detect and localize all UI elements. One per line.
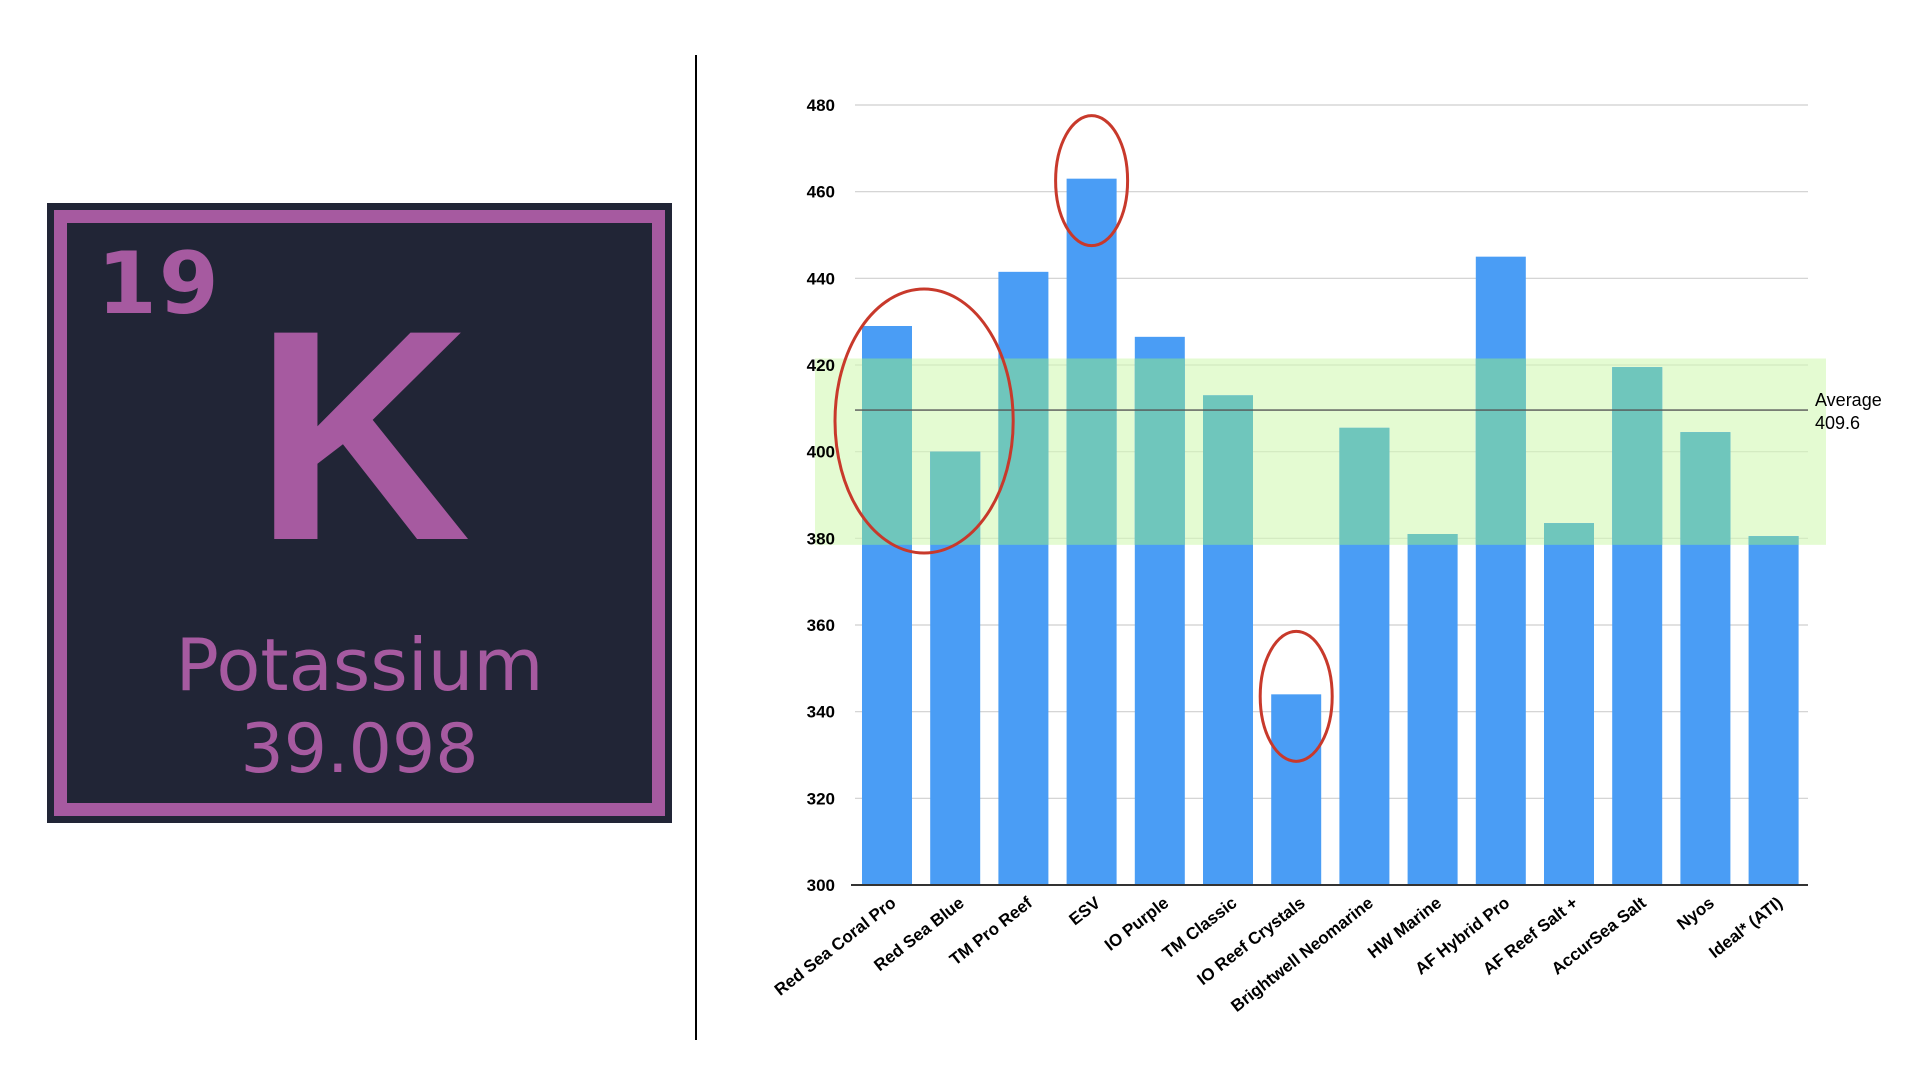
bar: [930, 451, 981, 885]
bar-body: [1407, 534, 1458, 885]
element-tile-border: [54, 210, 665, 816]
bar-in-band-segment: [1748, 536, 1799, 545]
bar: [1680, 432, 1731, 885]
y-tick-label: 400: [807, 443, 835, 462]
bar: [1203, 395, 1253, 885]
bar: [1544, 523, 1594, 885]
y-tick-label: 420: [807, 356, 835, 375]
bar: [1612, 367, 1663, 886]
x-category-label: ESV: [1066, 893, 1105, 929]
bar-in-band-segment: [930, 451, 981, 545]
bar-in-band-segment: [998, 358, 1049, 545]
bar-in-band-segment: [1066, 358, 1117, 545]
y-tick-label: 360: [807, 616, 835, 635]
average-value-label: 409.6: [1815, 413, 1860, 433]
x-category-label: Nyos: [1673, 893, 1717, 934]
bar-in-band-segment: [1544, 523, 1594, 545]
annotations: [833, 114, 1334, 763]
element-name: Potassium: [175, 623, 544, 707]
bar: [1271, 694, 1322, 885]
bar-in-band-segment: [862, 358, 912, 545]
bar-in-band-segment: [1134, 358, 1185, 545]
bar: [1475, 256, 1526, 886]
bar: [1066, 178, 1117, 885]
y-tick-label: 460: [807, 183, 835, 202]
element-symbol: K: [254, 267, 471, 603]
x-category-label: Red Sea Coral Pro: [771, 893, 900, 999]
highlight-circle: [833, 287, 1015, 555]
bar: [1134, 336, 1185, 885]
vertical-divider: [695, 55, 697, 1040]
average-label: Average: [1815, 390, 1882, 410]
y-tick-label: 320: [807, 789, 835, 808]
highlight-circle: [1054, 114, 1130, 248]
bar-in-band-segment: [1203, 395, 1253, 545]
bar-body: [1271, 694, 1322, 885]
bar: [1407, 534, 1458, 885]
bar-in-band-segment: [1680, 432, 1731, 545]
highlight-circle: [1258, 629, 1334, 763]
element-tile: 19 K Potassium 39.098: [47, 203, 672, 823]
atomic-number: 19: [97, 234, 221, 334]
bar-in-band-segment: [1339, 427, 1390, 545]
bar-in-band-segment: [1475, 358, 1526, 545]
bar-body: [1748, 536, 1799, 885]
bar-in-band-segment: [1612, 367, 1663, 545]
y-tick-label: 440: [807, 269, 835, 288]
bar: [1748, 536, 1799, 885]
y-tick-label: 300: [807, 876, 835, 895]
atomic-mass: 39.098: [240, 710, 479, 789]
bar: [1339, 427, 1390, 885]
bars: [862, 178, 1799, 886]
bar-body: [1544, 523, 1594, 885]
bar: [862, 326, 912, 885]
y-tick-label: 380: [807, 529, 835, 548]
y-tick-label: 480: [807, 96, 835, 115]
bar-in-band-segment: [1407, 534, 1458, 545]
bar-body: [1475, 256, 1526, 886]
x-category-label: Ideal* (ATI): [1705, 893, 1786, 962]
y-tick-label: 340: [807, 703, 835, 722]
